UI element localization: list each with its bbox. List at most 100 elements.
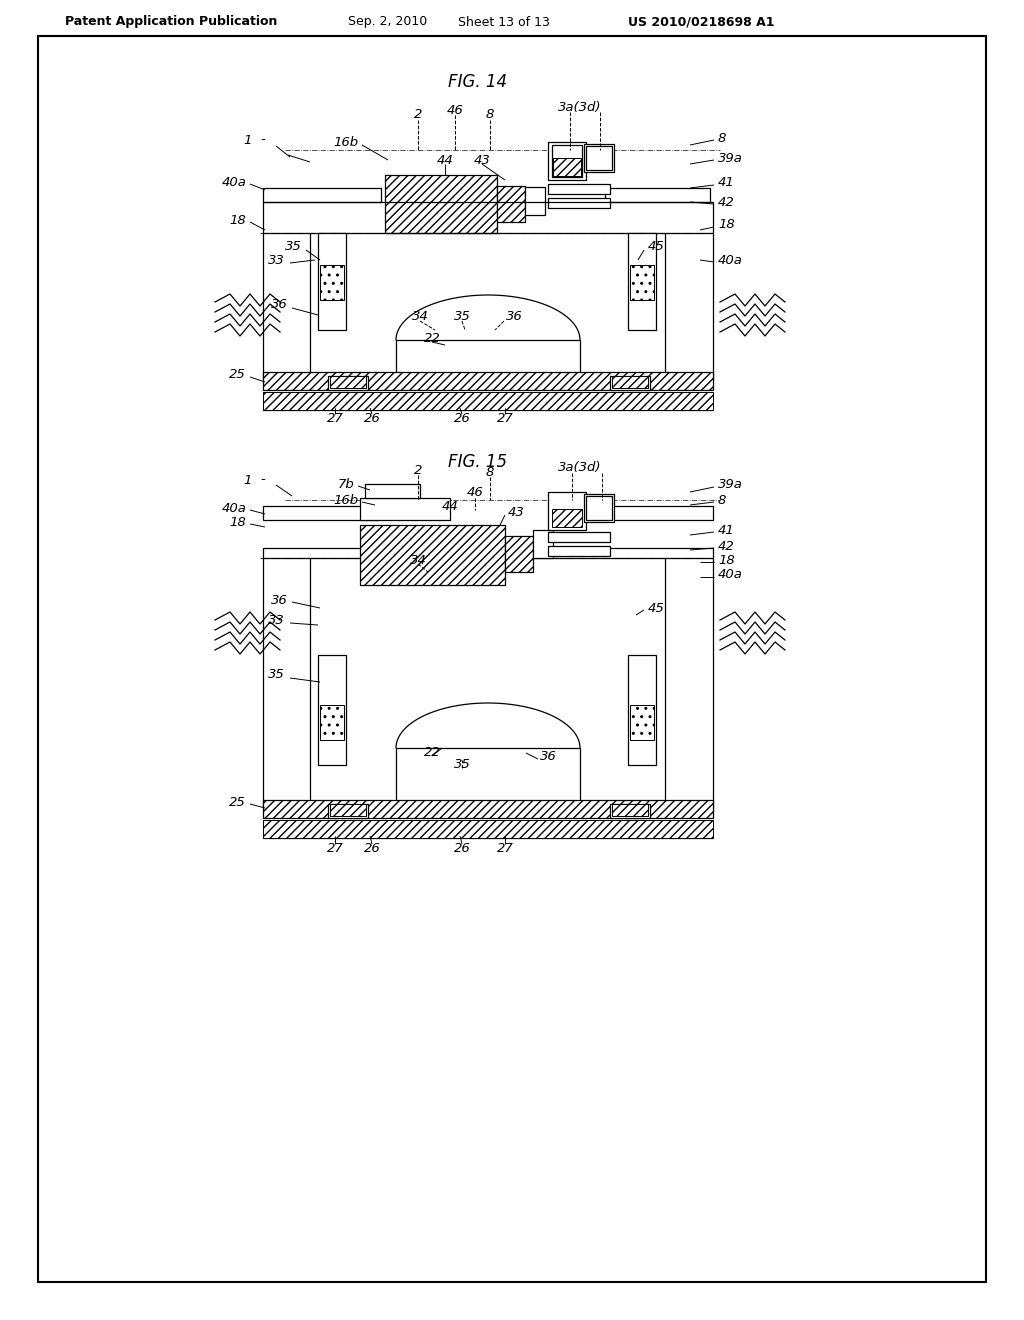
Bar [360, 525, 505, 585]
Text: FIG. 15: FIG. 15 [449, 453, 507, 471]
Bar [548, 198, 610, 209]
Bar [263, 548, 713, 808]
Bar [318, 655, 346, 766]
Text: 44: 44 [441, 500, 459, 513]
Text: 41: 41 [718, 177, 735, 190]
Bar [330, 376, 366, 388]
Text: 27: 27 [327, 842, 343, 854]
Bar [548, 532, 610, 543]
Text: 26: 26 [454, 842, 470, 854]
Text: 26: 26 [454, 412, 470, 425]
Bar [319, 265, 344, 300]
Bar [552, 145, 582, 177]
Text: 33: 33 [268, 253, 285, 267]
Text: 22: 22 [424, 331, 440, 345]
Text: 46: 46 [467, 487, 483, 499]
Text: 40a: 40a [718, 253, 742, 267]
Text: 1: 1 [244, 474, 252, 487]
Text: 25: 25 [229, 796, 246, 808]
Bar [548, 546, 610, 556]
Bar [628, 655, 656, 766]
Text: 36: 36 [271, 298, 288, 312]
Bar [605, 506, 713, 520]
Bar [263, 392, 713, 411]
Text: 43: 43 [508, 506, 524, 519]
Text: US 2010/0218698 A1: US 2010/0218698 A1 [628, 16, 774, 29]
Text: 2: 2 [414, 463, 422, 477]
Bar [360, 525, 505, 585]
Text: 36: 36 [540, 750, 557, 763]
Bar [505, 536, 534, 572]
Text: 16b: 16b [333, 136, 358, 149]
Bar [553, 158, 581, 176]
Bar [630, 265, 654, 300]
Bar [605, 187, 710, 202]
Bar [365, 484, 420, 498]
Text: 39a: 39a [718, 152, 742, 165]
Text: 34: 34 [410, 553, 426, 566]
Text: 34: 34 [412, 310, 428, 323]
Bar [263, 372, 713, 389]
Bar [263, 800, 713, 818]
Text: 25: 25 [229, 368, 246, 381]
Text: 40a: 40a [718, 569, 742, 582]
Text: Sheet 13 of 13: Sheet 13 of 13 [458, 16, 550, 29]
Bar [525, 187, 545, 215]
Text: -: - [260, 133, 265, 147]
Bar [548, 143, 586, 180]
Bar [263, 187, 381, 202]
Text: Sep. 2, 2010: Sep. 2, 2010 [348, 16, 427, 29]
Text: 42: 42 [718, 540, 735, 553]
Text: 35: 35 [286, 240, 302, 253]
Bar [385, 176, 497, 234]
Bar [505, 536, 534, 572]
Bar [497, 186, 525, 222]
Text: 18: 18 [718, 219, 735, 231]
Bar [497, 186, 525, 222]
Bar [628, 234, 656, 330]
Text: 26: 26 [364, 842, 380, 854]
Bar [610, 376, 650, 389]
Text: 35: 35 [454, 758, 470, 771]
Text: 45: 45 [648, 240, 665, 253]
Bar [586, 147, 612, 170]
Text: 27: 27 [497, 842, 513, 854]
Text: 27: 27 [497, 412, 513, 425]
Bar [552, 510, 582, 527]
Text: 3a(3d): 3a(3d) [558, 462, 601, 474]
Text: 43: 43 [474, 153, 490, 166]
Text: 8: 8 [718, 132, 726, 144]
Bar [318, 234, 346, 330]
Bar [263, 372, 713, 389]
Bar [263, 202, 713, 380]
Bar [584, 144, 614, 172]
Text: 39a: 39a [718, 479, 742, 491]
Text: 45: 45 [648, 602, 665, 615]
Bar [328, 376, 368, 389]
Bar [612, 376, 648, 388]
Text: 33: 33 [268, 614, 285, 627]
Text: FIG. 14: FIG. 14 [449, 73, 507, 91]
Bar [330, 804, 366, 816]
Text: 44: 44 [436, 153, 454, 166]
Bar [328, 804, 368, 818]
Text: Patent Application Publication: Patent Application Publication [65, 16, 278, 29]
Bar [610, 804, 650, 818]
Text: 18: 18 [229, 214, 246, 227]
Bar [263, 506, 378, 520]
Text: 16b: 16b [333, 494, 358, 507]
Bar [612, 804, 648, 816]
Text: 40a: 40a [222, 176, 247, 189]
Text: 26: 26 [364, 412, 380, 425]
Text: 42: 42 [718, 195, 735, 209]
Text: 1: 1 [244, 133, 252, 147]
Text: 36: 36 [506, 310, 522, 323]
Bar [360, 498, 450, 520]
Bar [319, 705, 344, 741]
Text: 18: 18 [229, 516, 246, 528]
Text: 35: 35 [268, 668, 285, 681]
Text: 8: 8 [718, 494, 726, 507]
Bar [548, 183, 610, 194]
Text: 18: 18 [718, 553, 735, 566]
Text: 2: 2 [414, 108, 422, 121]
